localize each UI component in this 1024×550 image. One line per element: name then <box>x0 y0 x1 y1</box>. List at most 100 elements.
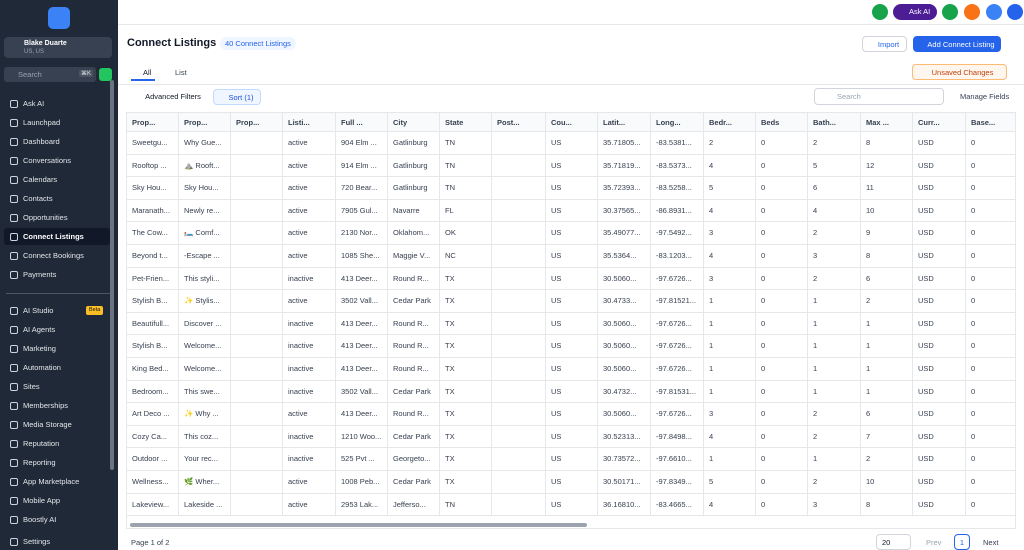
nav-item[interactable]: Automation <box>4 359 110 376</box>
nav-item[interactable]: Ask AI <box>4 95 110 112</box>
tab-all[interactable]: All <box>143 68 152 77</box>
search-placeholder: Search <box>18 70 42 79</box>
column-header[interactable]: Post... <box>492 113 546 132</box>
column-header[interactable]: Max ... <box>861 113 913 132</box>
table-cell: -97.6726... <box>651 403 704 426</box>
table-cell: USD <box>913 493 966 517</box>
column-header[interactable]: Bedr... <box>704 113 756 132</box>
nav-item[interactable]: Boostly AI <box>4 511 110 528</box>
table-cell: Gatlinburg <box>388 132 440 155</box>
notifications-button[interactable] <box>964 4 980 20</box>
nav-item[interactable]: Settings <box>4 533 110 550</box>
sort-button[interactable]: Sort (1) <box>213 89 261 105</box>
table-cell: 1 <box>861 358 913 381</box>
nav-item[interactable]: AI Studio Beta <box>4 302 110 319</box>
count-badge: 40 Connect Listings <box>220 37 296 50</box>
column-header[interactable]: City <box>388 113 440 132</box>
column-header[interactable]: Full ... <box>336 113 388 132</box>
column-header[interactable]: Beds <box>756 113 808 132</box>
column-header[interactable]: Prop... <box>127 113 179 132</box>
search-box[interactable]: Search ⌘K <box>4 67 96 82</box>
nav-item[interactable]: Sites <box>4 378 110 395</box>
next-button[interactable]: Next <box>983 538 999 547</box>
column-header[interactable]: Base... <box>966 113 1015 132</box>
per-page[interactable]: 20 <box>876 534 911 550</box>
ask-ai-button[interactable]: Ask AI <box>893 4 937 20</box>
table-cell <box>231 335 283 358</box>
nav-item[interactable]: Conversations <box>4 152 110 169</box>
table-cell: Cedar Park <box>388 471 440 494</box>
nav-item[interactable]: Marketing <box>4 340 110 357</box>
nav-item[interactable]: Connect Bookings <box>4 247 110 264</box>
table-cell <box>492 177 546 200</box>
table-cell: 2 <box>808 132 861 155</box>
manage-fields[interactable]: Manage Fields <box>960 92 1010 101</box>
column-header[interactable]: Prop... <box>179 113 231 132</box>
table-cell: Jefferso... <box>388 493 440 517</box>
nav-item[interactable]: Memberships <box>4 397 110 414</box>
table-cell: 35.5364... <box>598 245 651 268</box>
table-cell: 30.5060... <box>598 267 651 291</box>
page-1[interactable]: 1 <box>954 534 970 550</box>
account-switcher[interactable]: Blake Duarte US, US <box>4 37 112 58</box>
nav-item[interactable]: Opportunities <box>4 209 110 226</box>
table-cell: 4 <box>704 245 756 268</box>
announce-button[interactable] <box>942 4 958 20</box>
table-cell <box>492 448 546 471</box>
table-cell <box>492 425 546 449</box>
nav-icon <box>10 402 18 410</box>
column-header[interactable]: Bath... <box>808 113 861 132</box>
table-search[interactable]: Search <box>814 88 944 105</box>
help-button[interactable] <box>986 4 1002 20</box>
prev-button[interactable]: Prev <box>926 538 942 547</box>
table-cell: 413 Deer... <box>336 267 388 291</box>
table-cell: active <box>283 132 336 155</box>
nav-item[interactable]: Media Storage <box>4 416 110 433</box>
add-button[interactable]: Add Connect Listing <box>913 36 1001 52</box>
import-button[interactable]: Import <box>862 36 907 52</box>
profile-button[interactable] <box>1007 4 1023 20</box>
table-cell <box>231 245 283 268</box>
nav-item[interactable]: App Marketplace <box>4 473 110 490</box>
table-cell: 413 Deer... <box>336 335 388 358</box>
nav-icon <box>10 459 18 467</box>
column-header[interactable]: Latit... <box>598 113 651 132</box>
nav-item[interactable]: Payments <box>4 266 110 283</box>
table-cell: 4 <box>704 154 756 178</box>
phone-button[interactable] <box>872 4 888 20</box>
table-cell: US <box>546 335 598 358</box>
column-header[interactable]: Cou... <box>546 113 598 132</box>
nav-label: Calendars <box>23 175 58 184</box>
table-cell <box>492 403 546 426</box>
table-cell <box>231 471 283 494</box>
column-header[interactable]: Prop... <box>231 113 283 132</box>
table-cell: 3 <box>704 222 756 245</box>
logo[interactable] <box>48 7 70 29</box>
nav-item[interactable]: Mobile App <box>4 492 110 509</box>
table-cell: 0 <box>756 448 808 471</box>
table-cell: 1 <box>808 358 861 381</box>
nav-label: Launchpad <box>23 118 61 127</box>
nav-item[interactable]: Contacts <box>4 190 110 207</box>
nav-item[interactable]: Calendars <box>4 171 110 188</box>
nav-item[interactable]: Reputation <box>4 435 110 452</box>
table-cell: ⛰️ Rooft... <box>179 154 231 178</box>
nav-item[interactable]: Connect Listings <box>4 228 110 245</box>
nav-item[interactable]: Dashboard <box>4 133 110 150</box>
nav-item[interactable]: AI Agents <box>4 321 110 338</box>
nav-label: Media Storage <box>23 420 72 429</box>
nav-item[interactable]: Launchpad <box>4 114 110 131</box>
table-cell: 4 <box>704 493 756 517</box>
table-cell: USD <box>913 199 966 223</box>
table-cell: TN <box>440 132 492 155</box>
quick-add[interactable] <box>99 68 112 81</box>
advanced-filters[interactable]: Advanced Filters <box>129 89 207 105</box>
column-header[interactable]: Long... <box>651 113 704 132</box>
column-header[interactable]: Listi... <box>283 113 336 132</box>
tab-list[interactable]: List <box>175 68 187 77</box>
table-cell: TX <box>440 403 492 426</box>
nav-item[interactable]: Reporting <box>4 454 110 471</box>
column-header[interactable]: Curr... <box>913 113 966 132</box>
unsaved-changes[interactable]: Unsaved Changes <box>912 64 1007 80</box>
column-header[interactable]: State <box>440 113 492 132</box>
